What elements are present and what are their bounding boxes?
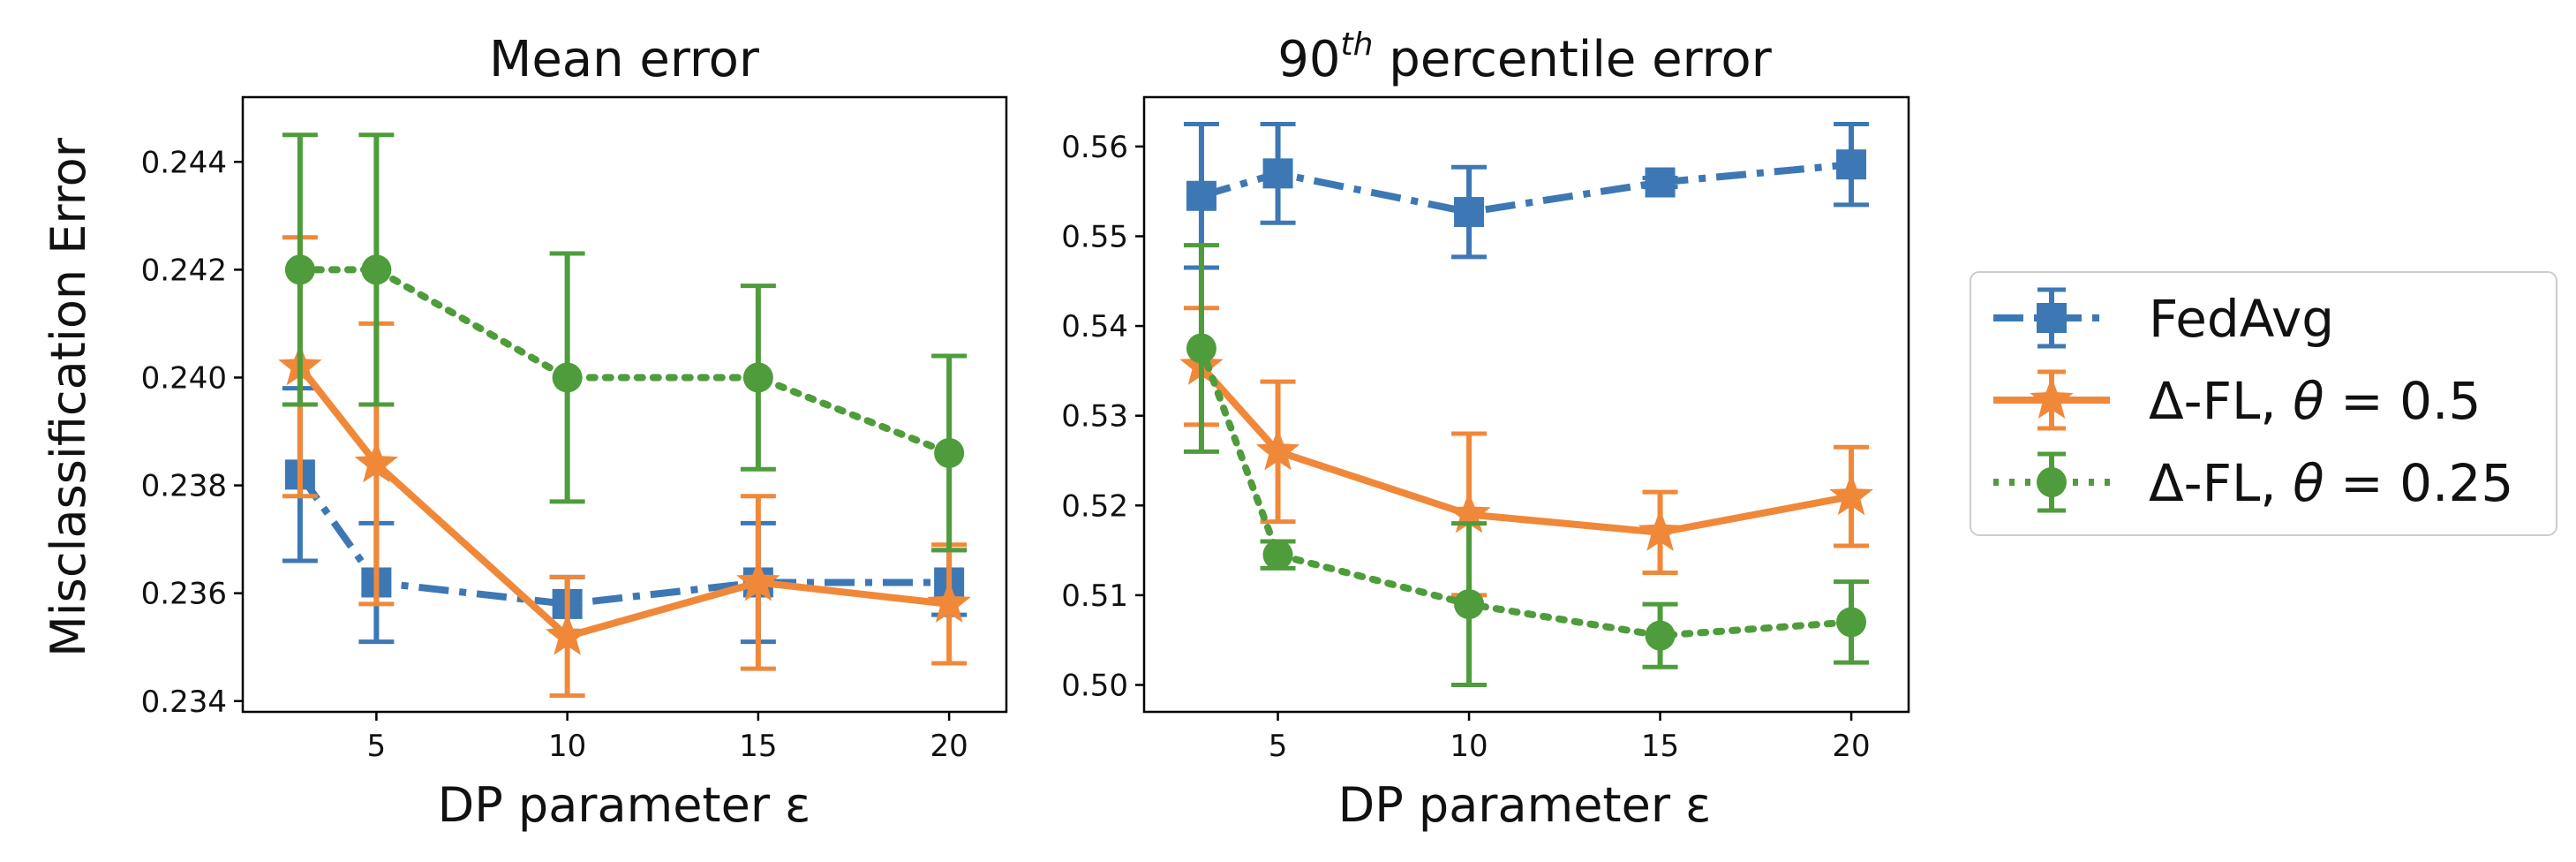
right-x-axis-label: DP parameter ε [1338,777,1712,833]
series-2 [282,132,968,553]
y-tick-label: 0.50 [1061,669,1128,704]
data-point [1186,333,1216,364]
x-tick-label: 15 [1641,729,1679,764]
percentile-error-title: 90th percentile error [1277,26,1772,88]
series-line [297,364,950,640]
data-point [1262,540,1293,571]
legend: FedAvg Δ-FL, θ = 0.5 Δ-FL, θ = 0.25 [1970,271,2557,536]
data-point [284,254,315,285]
data-point [736,559,780,601]
data-point [1454,589,1485,620]
legend-marker [2030,377,2074,419]
percentile-error-panel: 90th percentile error DP parameter ε 5 10… [1061,26,1910,833]
series-1 [1179,306,1873,598]
legend-box [1970,271,2557,536]
data-point [934,437,965,468]
title-number: 90 [1277,31,1340,88]
legend-marker [2037,467,2067,497]
legend-label-dfl-025: Δ-FL, θ = 0.25 [2149,453,2513,513]
data-point [742,362,773,393]
series-0 [1183,121,1870,270]
left-y-axis-label: Misclassification Error [41,137,96,657]
y-tick-label: 0.242 [141,253,227,288]
x-tick-label: 10 [1450,729,1488,764]
x-tick-label: 10 [548,729,586,764]
y-tick-label: 0.53 [1061,399,1128,435]
data-point [1645,620,1676,651]
series-line [1200,161,1852,216]
data-point [1836,607,1867,638]
title-superscript: th [1341,26,1374,63]
y-tick-label: 0.240 [141,360,227,396]
plot-frame [1142,95,1910,714]
data-point [927,580,971,623]
data-point [1645,167,1676,198]
data-point [354,441,399,483]
data-point [1186,180,1216,211]
x-tick-label: 20 [930,729,968,764]
data-point [545,613,590,655]
data-point [361,254,392,285]
legend-label-dfl-05: Δ-FL, θ = 0.5 [2149,371,2481,431]
y-tick-label: 0.236 [141,577,227,612]
legend-marker [2037,303,2067,333]
y-tick-label: 0.51 [1061,578,1128,614]
series-line [296,266,953,457]
y-tick-label: 0.244 [141,145,227,180]
percentile-error-plot-area: 5 10 15 20 0.50 0.51 0.52 0.53 0.54 0.55 0.56 [1061,95,1910,764]
data-point [1454,197,1485,228]
data-point [1638,509,1683,551]
series-line [297,473,950,608]
series-line [1199,364,1852,536]
series-line [1198,344,1856,639]
y-tick-label: 0.54 [1061,309,1128,344]
mean-error-title: Mean error [489,31,760,88]
mean-error-plot-area: 5 10 15 20 0.234 0.236 0.238 0.240 0.242 0.244 [141,95,1008,764]
series-2 [1183,243,1870,688]
x-tick-label: 5 [367,729,387,764]
x-tick-label: 15 [739,729,777,764]
y-tick-label: 0.238 [141,469,227,504]
y-tick-label: 0.56 [1061,130,1128,165]
legend-markers [1993,287,2110,513]
data-point [1829,473,1873,516]
data-point [1262,158,1293,189]
plot-frame [241,95,1008,714]
series-1 [278,235,971,699]
y-tick-label: 0.234 [141,684,227,720]
mean-error-panel: Mean error Misclassification Error DP pa… [41,31,1008,833]
legend-label-fedavg: FedAvg [2149,289,2334,349]
x-tick-label: 20 [1832,729,1870,764]
data-point [552,362,583,393]
y-tick-label: 0.55 [1061,219,1128,254]
data-point [1447,491,1491,533]
data-point [1836,149,1867,180]
y-tick-label: 0.52 [1061,488,1128,524]
x-tick-label: 5 [1269,729,1288,764]
title-rest: percentile error [1373,31,1772,88]
left-x-axis-label: DP parameter ε [438,777,811,833]
data-point [1255,428,1300,471]
